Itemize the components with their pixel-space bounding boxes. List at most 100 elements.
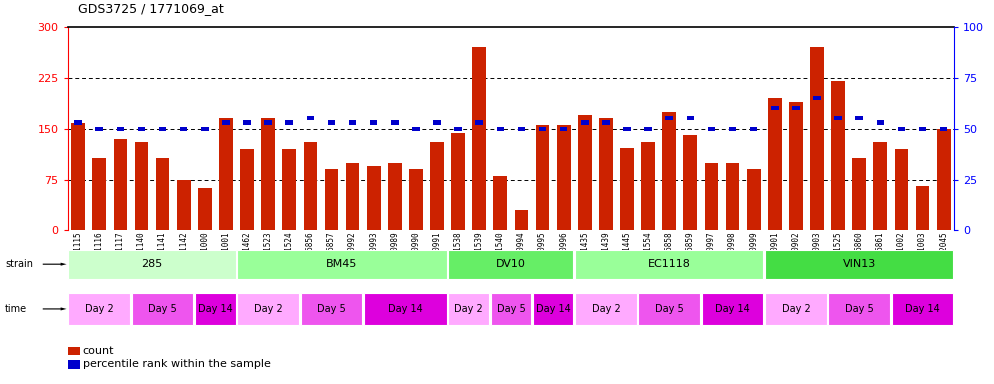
Bar — [303, 142, 317, 230]
Bar — [430, 142, 444, 230]
Bar — [448, 250, 574, 279]
Bar — [410, 169, 422, 230]
Bar — [581, 121, 588, 124]
Bar — [201, 127, 209, 131]
Bar — [765, 293, 827, 324]
Text: count: count — [83, 346, 114, 356]
Bar — [940, 127, 947, 131]
Text: time: time — [5, 304, 27, 314]
Bar — [306, 116, 314, 121]
Bar — [665, 116, 673, 121]
Bar — [915, 186, 929, 230]
Bar — [792, 106, 800, 110]
Bar — [472, 47, 486, 230]
Text: Day 2: Day 2 — [781, 304, 810, 314]
Bar — [180, 127, 188, 131]
Bar — [349, 121, 357, 124]
Bar — [69, 250, 236, 279]
Bar — [177, 180, 191, 230]
Bar — [789, 101, 803, 230]
Bar — [874, 142, 888, 230]
Bar — [810, 47, 824, 230]
Bar — [132, 293, 194, 324]
Bar — [578, 115, 591, 230]
Text: Day 5: Day 5 — [845, 304, 874, 314]
Bar — [813, 96, 821, 100]
Bar — [576, 250, 763, 279]
Text: Day 14: Day 14 — [906, 304, 940, 314]
Bar — [238, 250, 446, 279]
Bar — [282, 149, 296, 230]
Bar — [448, 293, 489, 324]
Text: Day 5: Day 5 — [317, 304, 346, 314]
Text: GDS3725 / 1771069_at: GDS3725 / 1771069_at — [78, 2, 224, 15]
Bar — [641, 142, 655, 230]
Bar — [346, 162, 360, 230]
Bar — [687, 116, 694, 121]
Bar — [765, 250, 953, 279]
Text: DV10: DV10 — [496, 259, 526, 269]
Text: Day 2: Day 2 — [84, 304, 113, 314]
Bar — [433, 121, 440, 124]
Bar — [853, 158, 866, 230]
Bar — [222, 121, 230, 124]
Bar — [726, 162, 740, 230]
Text: Day 5: Day 5 — [148, 304, 177, 314]
Bar — [454, 127, 462, 131]
Bar — [828, 293, 890, 324]
Bar — [644, 127, 652, 131]
Text: Day 5: Day 5 — [497, 304, 525, 314]
Bar — [831, 81, 845, 230]
Text: BM45: BM45 — [326, 259, 358, 269]
Bar — [771, 106, 778, 110]
Bar — [370, 121, 378, 124]
Bar — [92, 158, 106, 230]
Bar — [159, 127, 166, 131]
Bar — [364, 293, 446, 324]
Bar — [895, 149, 909, 230]
Bar — [367, 166, 381, 230]
Bar — [557, 125, 571, 230]
Bar — [936, 129, 950, 230]
Bar — [576, 293, 637, 324]
Bar — [264, 121, 272, 124]
Bar — [198, 188, 212, 230]
Bar — [898, 127, 906, 131]
Bar — [69, 293, 130, 324]
Bar — [602, 121, 609, 124]
Bar — [156, 158, 169, 230]
Bar — [238, 293, 299, 324]
Text: Day 14: Day 14 — [388, 304, 422, 314]
Text: Day 14: Day 14 — [198, 304, 233, 314]
Bar — [560, 127, 568, 131]
Bar — [638, 293, 700, 324]
Bar — [856, 116, 863, 121]
Text: EC1118: EC1118 — [648, 259, 691, 269]
Bar — [475, 121, 483, 124]
Bar — [285, 121, 293, 124]
Bar — [138, 127, 145, 131]
Bar — [219, 118, 233, 230]
Bar — [749, 127, 757, 131]
Text: Day 14: Day 14 — [536, 304, 571, 314]
Text: Day 2: Day 2 — [591, 304, 620, 314]
Bar — [328, 121, 335, 124]
Bar — [515, 210, 529, 230]
Bar — [708, 127, 716, 131]
Bar — [491, 293, 531, 324]
Bar — [413, 127, 419, 131]
Bar — [134, 142, 148, 230]
Bar — [746, 169, 760, 230]
Bar — [684, 136, 697, 230]
Bar — [195, 293, 236, 324]
Bar — [729, 127, 737, 131]
Bar — [536, 125, 550, 230]
Bar — [702, 293, 763, 324]
Bar — [116, 127, 124, 131]
Bar — [533, 293, 574, 324]
Bar — [539, 127, 547, 131]
Bar — [244, 121, 250, 124]
Text: Day 2: Day 2 — [253, 304, 282, 314]
Bar — [620, 147, 634, 230]
Bar — [113, 139, 127, 230]
